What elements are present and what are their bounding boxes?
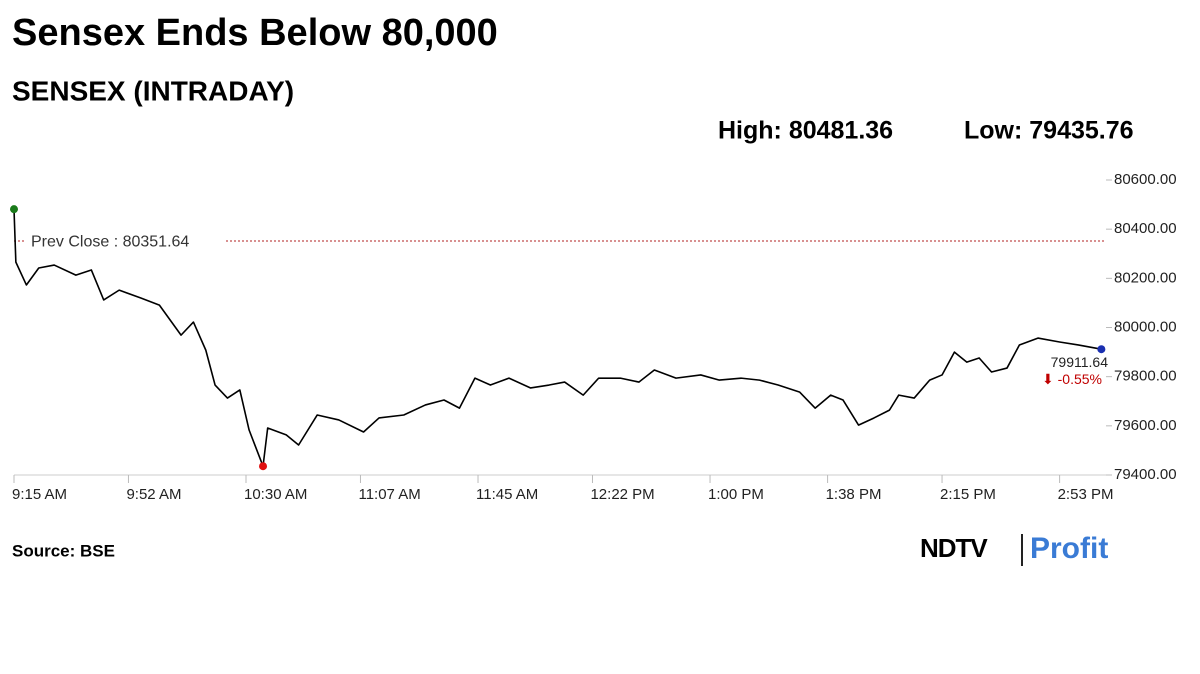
last-value-label: 79911.64 (1051, 354, 1109, 370)
chart-title: Sensex Ends Below 80,000 (12, 12, 498, 54)
y-tick-label: 80400.00 (1114, 220, 1177, 237)
end-marker (1097, 345, 1106, 354)
logo-profit: Profit (1030, 532, 1108, 565)
y-tick-label: 79800.00 (1114, 368, 1177, 385)
y-tick-label: 80000.00 (1114, 318, 1177, 335)
low-marker (259, 462, 268, 471)
reference-label: Prev Close : 80351.64 (31, 233, 189, 250)
reference-label-bg (26, 230, 226, 253)
x-tick-label: 11:45 AM (476, 486, 538, 503)
logo-ndtv: NDTV (920, 533, 988, 563)
start-marker (10, 205, 18, 214)
x-tick-label: 9:15 AM (12, 486, 67, 503)
x-tick-label: 1:38 PM (826, 486, 882, 503)
y-tick-label: 80600.00 (1114, 171, 1177, 188)
y-tick-label: 79400.00 (1114, 466, 1177, 483)
line-series (13, 209, 1102, 468)
x-tick-label: 10:30 AM (244, 486, 307, 503)
x-tick-label: 11:07 AM (358, 486, 420, 503)
high-label: High: 80481.36 (718, 117, 893, 145)
y-tick-label: 80200.00 (1114, 269, 1177, 286)
x-tick-label: 12:22 PM (590, 486, 654, 503)
change-label: ⬇ -0.55% (1042, 371, 1102, 387)
x-tick-label: 1:00 PM (708, 486, 764, 503)
low-label: Low: 79435.76 (964, 117, 1134, 145)
y-tick-label: 79600.00 (1114, 417, 1177, 434)
chart-subtitle: SENSEX (INTRADAY) (12, 75, 294, 106)
source: Source: BSE (12, 541, 115, 560)
x-tick-label: 2:15 PM (940, 486, 996, 503)
x-tick-label: 2:53 PM (1058, 486, 1114, 503)
x-tick-label: 9:52 AM (126, 486, 181, 503)
